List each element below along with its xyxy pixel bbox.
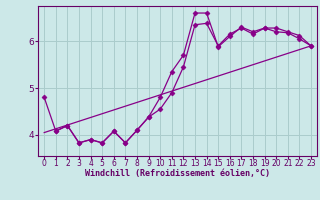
X-axis label: Windchill (Refroidissement éolien,°C): Windchill (Refroidissement éolien,°C) (85, 169, 270, 178)
